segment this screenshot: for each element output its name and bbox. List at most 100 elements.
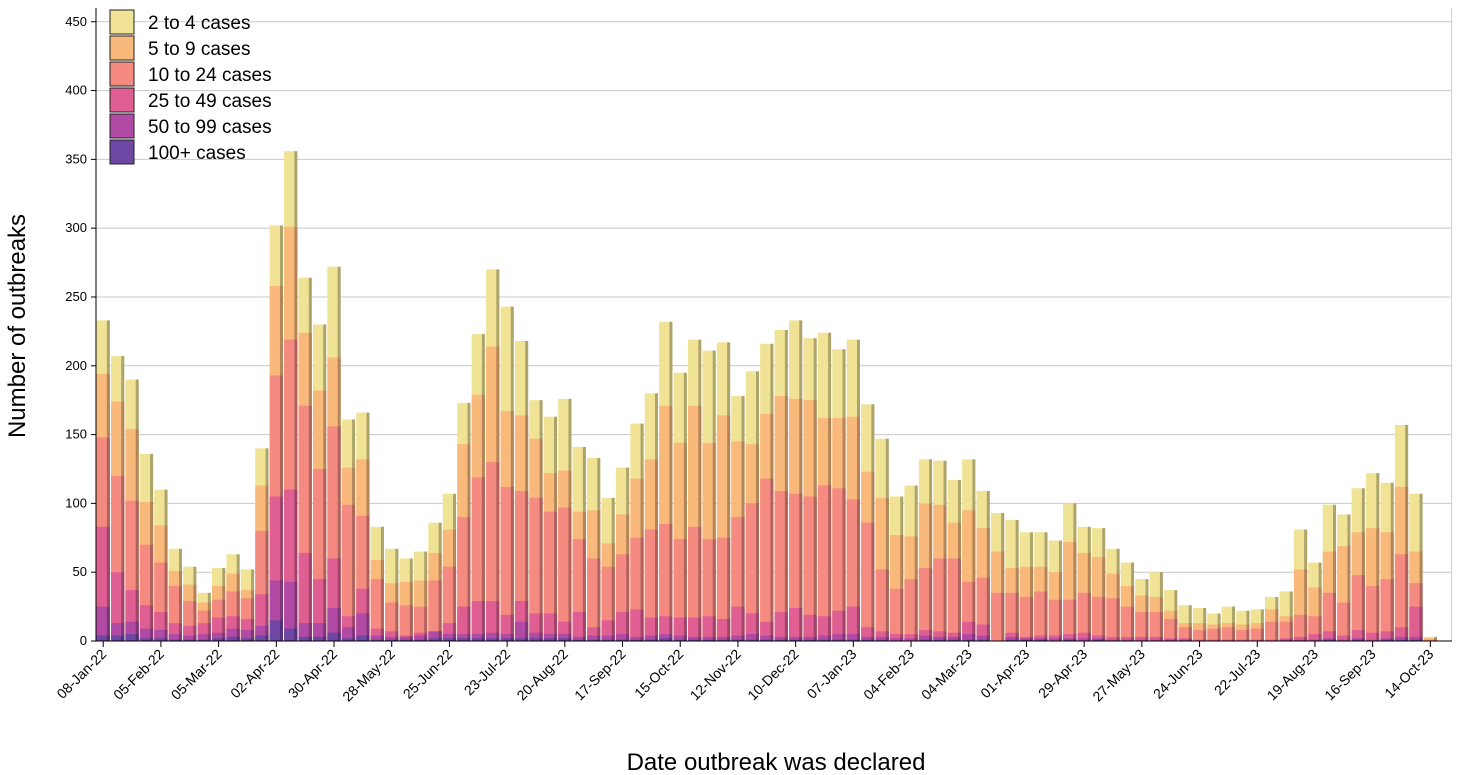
- bar-edge: [1260, 639, 1264, 641]
- bar-edge: [1405, 636, 1409, 641]
- bar: [904, 638, 918, 641]
- legend-item: 50 to 99 cases: [109, 113, 272, 139]
- bar: [1409, 636, 1423, 641]
- bar: [1380, 639, 1394, 641]
- bar-edge: [467, 606, 471, 641]
- legend-item: 2 to 4 cases: [109, 9, 250, 35]
- bar-edge: [712, 636, 716, 641]
- bar-edge: [1174, 618, 1178, 641]
- bar: [486, 601, 500, 641]
- bar-edge: [193, 601, 197, 641]
- bar-edge: [871, 522, 875, 641]
- bar: [1322, 592, 1337, 641]
- bar: [832, 610, 846, 641]
- bar-edge: [121, 475, 125, 641]
- bar-edge: [698, 617, 702, 641]
- bar-edge: [554, 638, 558, 641]
- legend-label: 50 to 99 cases: [148, 117, 272, 138]
- bar-edge: [222, 638, 226, 641]
- bar-edge: [395, 602, 399, 641]
- bar-edge: [727, 618, 731, 641]
- bar: [615, 612, 630, 641]
- bar-edge: [121, 635, 125, 641]
- bar: [659, 634, 673, 641]
- bar-edge: [626, 612, 630, 641]
- bar-edge: [929, 639, 933, 641]
- bar-edge: [265, 635, 269, 641]
- bar-edge: [525, 601, 529, 641]
- bar: [197, 634, 211, 641]
- bar-edge: [424, 606, 428, 641]
- bar: [197, 639, 211, 641]
- bar-edge: [1318, 616, 1322, 641]
- bar: [1005, 639, 1019, 641]
- bar-edge: [178, 634, 182, 641]
- bar: [1077, 632, 1091, 641]
- bar: [471, 634, 485, 641]
- bar-edge: [1390, 579, 1394, 641]
- bar: [1279, 639, 1293, 641]
- bar: [745, 634, 759, 641]
- bar: [673, 635, 687, 641]
- bar: [803, 636, 817, 641]
- y-tick-label: 0: [80, 633, 87, 648]
- bar-edge: [481, 477, 485, 641]
- bar: [774, 491, 788, 641]
- bar: [745, 639, 759, 641]
- bar-edge: [323, 636, 327, 641]
- bar-edge: [1145, 636, 1149, 641]
- bar-edge: [424, 635, 428, 641]
- bar-edge: [626, 554, 630, 641]
- bar-edge: [294, 581, 298, 641]
- bar: [688, 526, 702, 641]
- bar: [947, 639, 961, 641]
- bar: [1178, 639, 1192, 641]
- bar-edge: [279, 620, 283, 641]
- bar-edge: [150, 544, 154, 641]
- bar: [832, 488, 846, 641]
- bar-edge: [1159, 612, 1163, 641]
- bar: [486, 462, 500, 641]
- bar-edge: [842, 639, 846, 641]
- bar: [486, 638, 500, 641]
- bar-edge: [756, 503, 759, 641]
- bar: [962, 639, 976, 641]
- bar-edge: [1058, 638, 1062, 641]
- bar: [1120, 639, 1135, 641]
- bar: [875, 636, 889, 641]
- bar-edge: [957, 558, 961, 641]
- bar-edge: [510, 634, 514, 641]
- bar: [240, 638, 255, 641]
- bar: [298, 552, 312, 641]
- bar-edge: [1289, 639, 1293, 641]
- bar-edge: [395, 631, 399, 641]
- bar-edge: [1030, 596, 1034, 641]
- bar: [673, 639, 687, 641]
- bar-edge: [1188, 627, 1192, 641]
- bar: [312, 623, 327, 641]
- bar: [356, 613, 370, 641]
- bar-edge: [784, 636, 788, 641]
- bar: [716, 639, 731, 641]
- legend-swatch: [109, 139, 135, 165]
- bar: [615, 639, 630, 641]
- bar: [341, 638, 356, 641]
- bar-edge: [770, 639, 774, 641]
- bar-edge: [856, 634, 860, 641]
- legend-item: 25 to 49 cases: [109, 87, 272, 113]
- bar: [500, 634, 514, 641]
- bar-edge: [265, 625, 269, 641]
- bar-edge: [323, 468, 327, 641]
- bar: [327, 632, 341, 641]
- bars: [96, 151, 1437, 642]
- bar: [1005, 592, 1019, 641]
- shaded-region: [1451, 8, 1452, 641]
- bar-edge: [337, 607, 341, 641]
- bar-edge: [1174, 639, 1178, 641]
- bar: [918, 568, 933, 641]
- y-tick-label: 200: [65, 358, 87, 373]
- bar-edge: [1044, 639, 1048, 641]
- bar-edge: [178, 623, 182, 641]
- bar-edge: [914, 634, 918, 641]
- bar: [1063, 634, 1077, 641]
